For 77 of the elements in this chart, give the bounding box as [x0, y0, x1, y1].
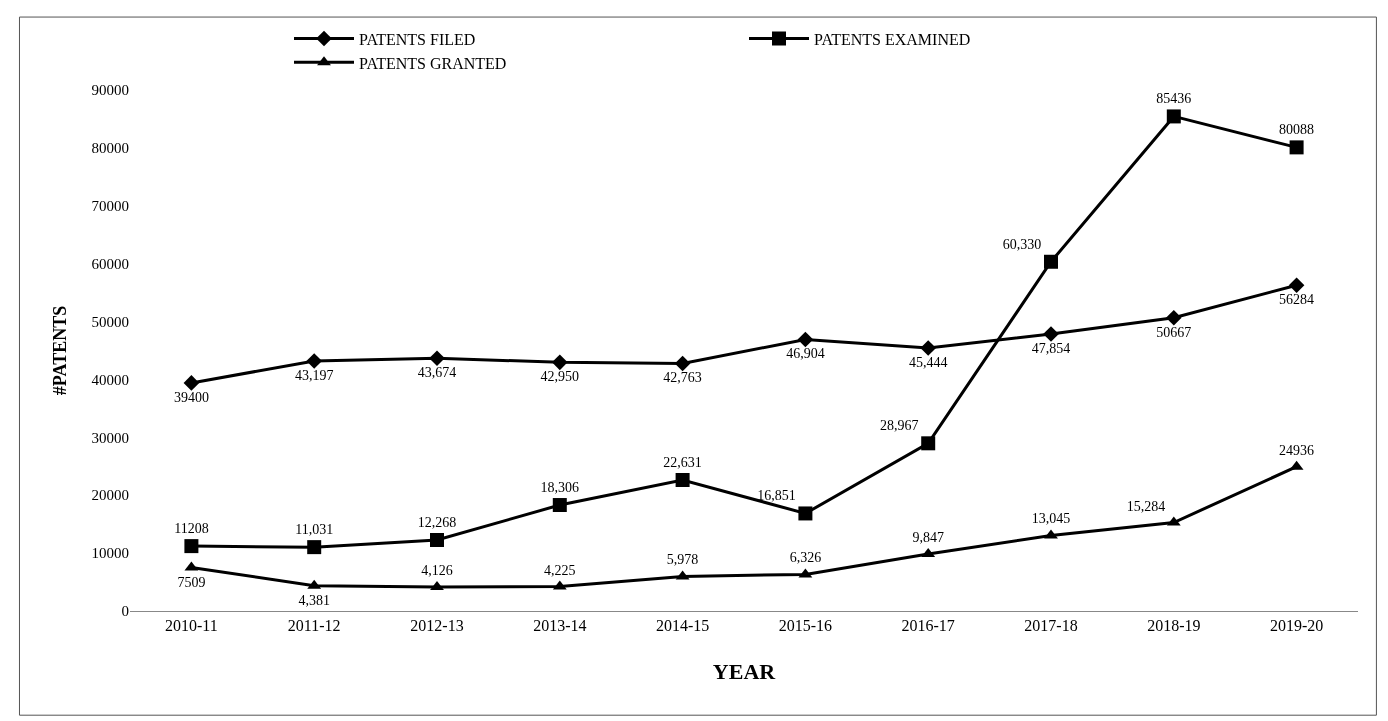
- data-label: 43,674: [417, 365, 457, 381]
- point: [429, 350, 445, 366]
- point: [306, 353, 322, 369]
- y-axis-title: #PATENTS: [49, 305, 70, 396]
- point: [1288, 277, 1305, 293]
- data-label: 50667: [1156, 324, 1192, 340]
- data-label: 5,978: [666, 552, 699, 568]
- point: [675, 472, 690, 487]
- data-label: 4,225: [544, 562, 576, 578]
- data-label: 13,045: [1031, 511, 1071, 527]
- point: [674, 355, 691, 372]
- x-tick-label: 2016-17: [901, 617, 955, 635]
- x-tick-label: 2013-14: [533, 617, 587, 635]
- data-label: 6,326: [789, 550, 822, 566]
- point: [1043, 326, 1059, 342]
- legend-label: PATENTS GRANTED: [359, 54, 507, 72]
- data-label: 60,330: [1002, 236, 1042, 252]
- point: [183, 375, 200, 391]
- point: [1044, 254, 1058, 269]
- legend-label: PATENTS EXAMINED: [814, 30, 971, 48]
- x-tick-label: 2018-19: [1147, 617, 1201, 635]
- point: [184, 539, 199, 554]
- data-label: 11,031: [295, 521, 334, 537]
- data-label: 28,967: [879, 418, 919, 434]
- point: [798, 506, 813, 521]
- point: [430, 581, 444, 591]
- x-tick-label: 2015-16: [778, 617, 833, 635]
- data-label: 42,950: [540, 369, 580, 385]
- y-tick-label: 90000: [91, 82, 129, 99]
- point: [1044, 529, 1058, 539]
- point: [1289, 140, 1304, 155]
- data-label: 9,847: [912, 530, 944, 545]
- data-label: 18,306: [540, 479, 580, 495]
- point: [797, 331, 814, 348]
- y-tick-label: 60000: [91, 255, 129, 272]
- x-tick-label: 2019-20: [1269, 617, 1324, 635]
- point: [1166, 309, 1182, 326]
- data-label: 12,268: [417, 514, 457, 530]
- y-tick-label: 30000: [91, 429, 129, 446]
- y-tick-label: 20000: [91, 487, 129, 504]
- data-label: 46,904: [786, 346, 825, 362]
- point: [920, 340, 936, 356]
- y-tick-label: 70000: [91, 198, 129, 215]
- data-label: 47,854: [1031, 340, 1071, 356]
- data-label: 24936: [1279, 442, 1315, 458]
- y-tick-label: 50000: [91, 313, 129, 330]
- x-tick-label: 2017-18: [1024, 617, 1078, 635]
- x-tick-label: 2010-11: [165, 617, 218, 635]
- y-tick-label: 0: [121, 603, 129, 620]
- x-tick-label: 2014-15: [655, 617, 710, 635]
- data-label: 16,851: [757, 488, 796, 504]
- point: [552, 354, 568, 371]
- data-label: 80088: [1279, 122, 1315, 138]
- y-tick-label: 10000: [91, 545, 129, 562]
- x-tick-label: 2011-12: [287, 617, 341, 635]
- data-label: 22,631: [663, 454, 702, 470]
- point: [307, 540, 322, 555]
- data-label: 7509: [177, 574, 206, 590]
- data-label: 4,381: [298, 592, 330, 608]
- data-label: 43,197: [294, 367, 334, 383]
- y-tick-label: 40000: [91, 371, 129, 388]
- point: [921, 436, 936, 451]
- x-tick-label: 2012-13: [410, 617, 464, 635]
- data-label: 4,126: [421, 563, 453, 579]
- point: [430, 532, 444, 547]
- data-label: 56284: [1279, 292, 1315, 308]
- data-label: 11208: [174, 520, 209, 536]
- y-tick-label: 80000: [91, 140, 129, 157]
- point: [552, 498, 567, 513]
- data-label: 15,284: [1126, 498, 1166, 514]
- data-label: 42,763: [663, 370, 702, 386]
- legend-label: PATENTS FILED: [359, 30, 476, 48]
- data-label: 39400: [173, 389, 209, 405]
- data-label: 45,444: [908, 354, 948, 370]
- x-axis-title: YEAR: [712, 659, 777, 685]
- data-label: 85436: [1156, 91, 1192, 107]
- point: [1166, 109, 1181, 124]
